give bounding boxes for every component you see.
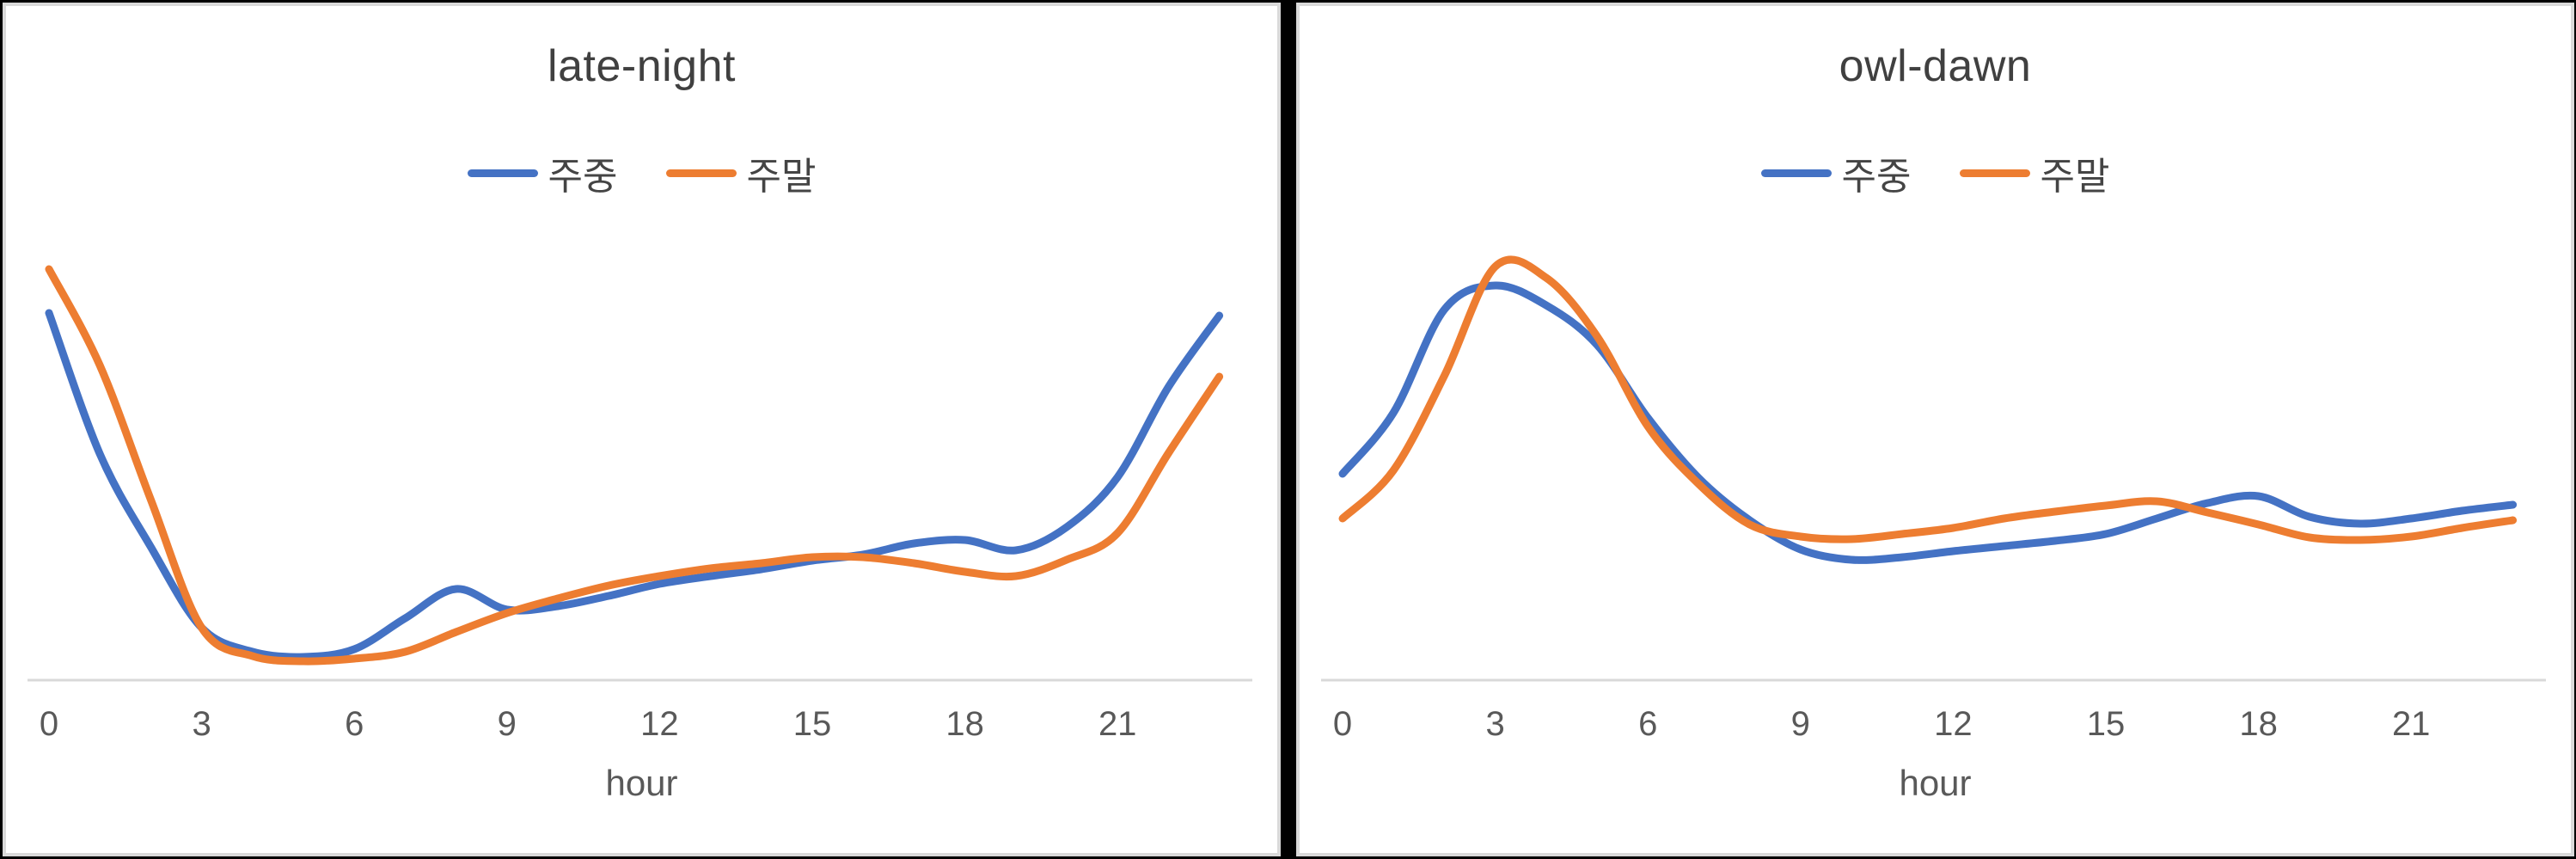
line-plot-owl-dawn: 0 3 6 9 12 15 18 21 [1321, 255, 2546, 743]
series-line-주중 [1338, 281, 2518, 564]
x-tick-label: 6 [1638, 705, 1657, 743]
weekday-line-swatch-icon [1760, 169, 1832, 177]
chart-title: late-night [548, 41, 736, 91]
x-tick-label: 3 [192, 705, 211, 743]
x-tick-label: 0 [40, 705, 58, 743]
x-tick-label: 21 [1098, 705, 1137, 743]
legend-label-weekend: 주말 [2040, 156, 2110, 198]
legend-item-weekend: 주말 [665, 145, 817, 200]
legend-label-weekday: 주중 [1841, 156, 1912, 198]
legend-label-weekend: 주말 [746, 156, 817, 198]
weekend-line-swatch-icon [665, 169, 737, 177]
chart-panel-late-night: late-night 주중 주말 0 3 6 9 12 15 18 21 hour [3, 3, 1281, 856]
weekend-line-swatch-icon [1959, 169, 2030, 177]
legend-item-weekend: 주말 [1959, 145, 2110, 200]
x-tick-label: 0 [1333, 705, 1352, 743]
series-line-주말 [45, 265, 1224, 666]
line-plot-late-night: 0 3 6 9 12 15 18 21 [28, 265, 1252, 743]
x-tick-label: 9 [498, 705, 517, 743]
x-tick-label: 6 [345, 705, 364, 743]
chart-title: owl-dawn [1839, 41, 2032, 91]
legend-item-weekday: 주중 [467, 145, 618, 200]
x-tick-label: 18 [945, 705, 984, 743]
x-axis-label: hour [1899, 763, 1972, 803]
series-line-주중 [45, 309, 1224, 661]
x-tick-label: 18 [2239, 705, 2278, 743]
legend: 주중 주말 [6, 145, 1277, 200]
x-tick-label: 3 [1485, 705, 1504, 743]
x-tick-label: 9 [1791, 705, 1810, 743]
legend: 주중 주말 [1300, 145, 2571, 200]
legend-label-weekday: 주중 [548, 156, 618, 198]
legend-item-weekday: 주중 [1760, 145, 1912, 200]
x-tick-label: 15 [793, 705, 832, 743]
series-line-주말 [1338, 255, 2518, 544]
x-tick-label: 12 [640, 705, 679, 743]
weekday-line-swatch-icon [467, 169, 538, 177]
x-tick-label: 15 [2087, 705, 2126, 743]
chart-panel-owl-dawn: owl-dawn 주중 주말 0 3 6 9 12 15 18 21 hour [1296, 3, 2574, 856]
x-axis-label: hour [605, 763, 678, 803]
x-tick-label: 12 [1934, 705, 1973, 743]
x-tick-label: 21 [2392, 705, 2431, 743]
